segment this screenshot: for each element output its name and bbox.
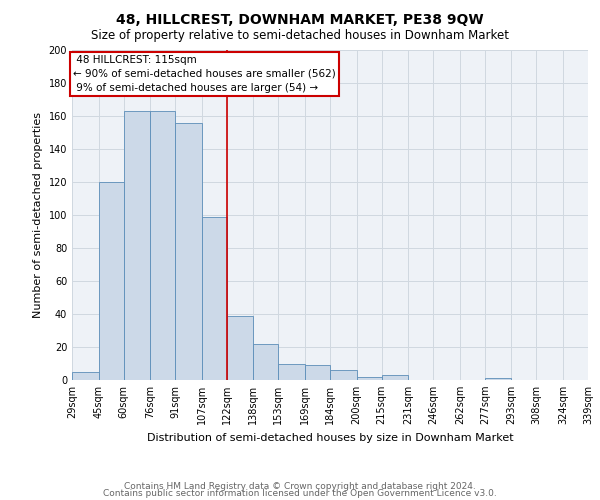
Bar	[98, 182, 124, 380]
Bar	[356, 376, 382, 380]
Bar	[124, 111, 150, 380]
Bar	[330, 370, 356, 380]
Bar	[175, 122, 202, 380]
Bar	[382, 375, 408, 380]
X-axis label: Distribution of semi-detached houses by size in Downham Market: Distribution of semi-detached houses by …	[146, 432, 514, 442]
Text: Size of property relative to semi-detached houses in Downham Market: Size of property relative to semi-detach…	[91, 29, 509, 42]
Bar	[485, 378, 511, 380]
Text: Contains public sector information licensed under the Open Government Licence v3: Contains public sector information licen…	[103, 490, 497, 498]
Bar	[72, 372, 98, 380]
Bar	[227, 316, 253, 380]
Text: Contains HM Land Registry data © Crown copyright and database right 2024.: Contains HM Land Registry data © Crown c…	[124, 482, 476, 491]
Text: 48 HILLCREST: 115sqm
← 90% of semi-detached houses are smaller (562)
 9% of semi: 48 HILLCREST: 115sqm ← 90% of semi-detac…	[73, 55, 335, 93]
Bar	[150, 111, 175, 380]
Text: 48, HILLCREST, DOWNHAM MARKET, PE38 9QW: 48, HILLCREST, DOWNHAM MARKET, PE38 9QW	[116, 12, 484, 26]
Bar	[305, 365, 330, 380]
Bar	[253, 344, 278, 380]
Bar	[278, 364, 305, 380]
Bar	[202, 216, 227, 380]
Y-axis label: Number of semi-detached properties: Number of semi-detached properties	[33, 112, 43, 318]
